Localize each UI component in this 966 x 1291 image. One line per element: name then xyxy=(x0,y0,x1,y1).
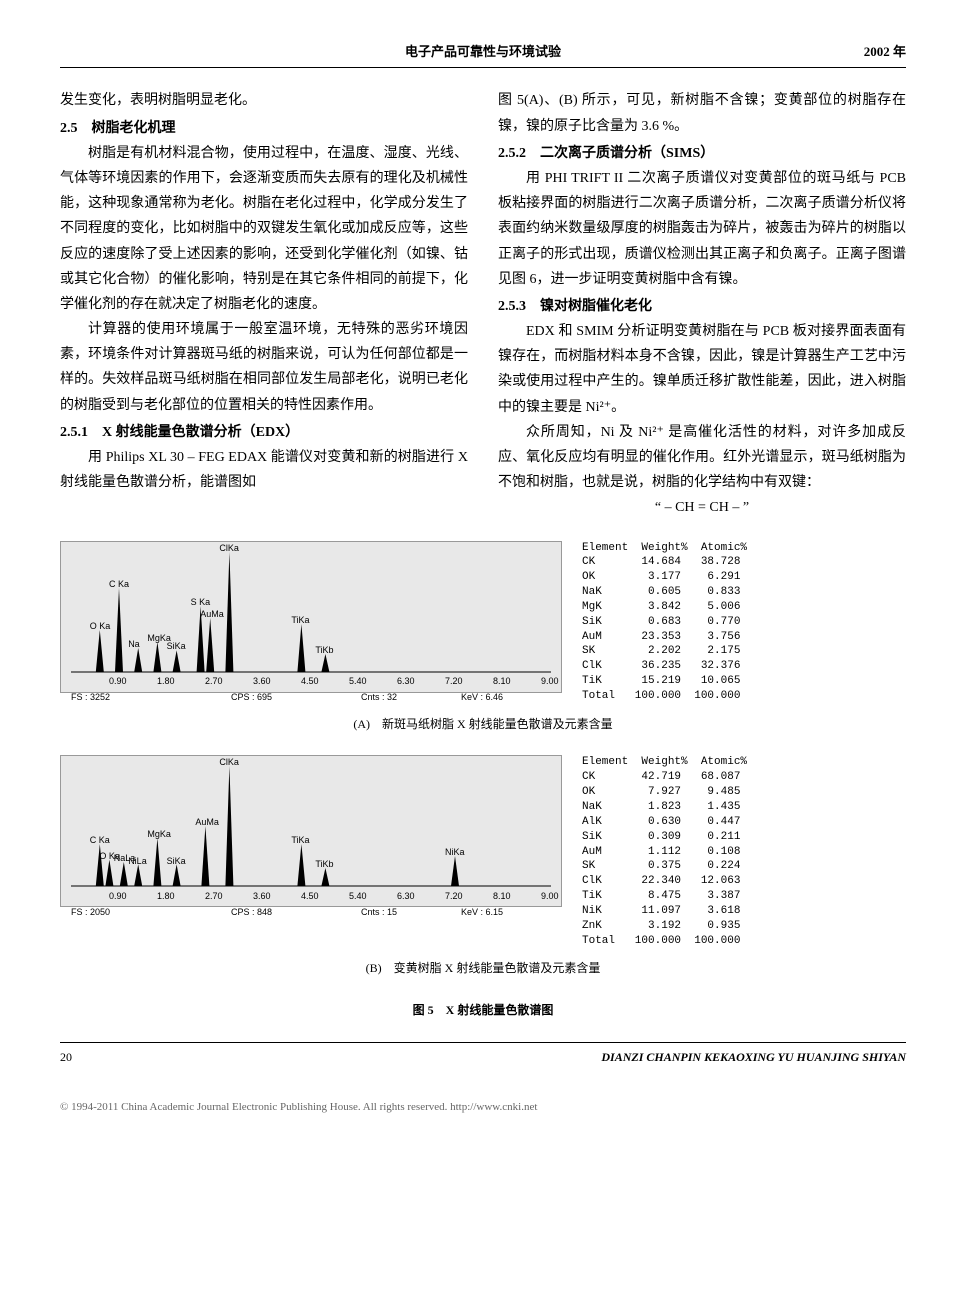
footer-pinyin: DIANZI CHANPIN KEKAOXING YU HUANJING SHI… xyxy=(601,1047,906,1069)
para: 用 Philips XL 30 – FEG EDAX 能谱仪对变黄和新的树脂进行… xyxy=(60,445,468,495)
section-2-5-3: 2.5.3 镍对树脂催化老化 xyxy=(498,294,906,319)
caption-b: (B) 变黄树脂 X 射线能量色散谱及元素含量 xyxy=(60,958,906,980)
left-column: 发生变化，表明树脂明显老化。 2.5 树脂老化机理 树脂是有机材料混合物，使用过… xyxy=(60,88,468,520)
year: 2002 年 xyxy=(561,40,906,63)
para: 众所周知，Ni 及 Ni²⁺ 是高催化活性的材料，对许多加成反应、氧化反应均有明… xyxy=(498,420,906,496)
spectrum-b-chart: C KaO KaNaLaNiLaMgKaSiKaAuMaClKaTiKaTiKb… xyxy=(60,755,562,907)
spectrum-a-chart: O KaC KaNaMgKaSiKaS KaAuMaClKaTiKaTiKb0.… xyxy=(60,541,562,693)
right-column: 图 5(A)、(B) 所示，可见，新树脂不含镍；变黄部位的树脂存在镍，镍的原子比… xyxy=(498,88,906,520)
page-footer: 20 DIANZI CHANPIN KEKAOXING YU HUANJING … xyxy=(60,1042,906,1069)
page-header: 电子产品可靠性与环境试验 2002 年 xyxy=(60,40,906,68)
formula: “ – CH = CH – ” xyxy=(498,495,906,520)
journal-title: 电子产品可靠性与环境试验 xyxy=(405,40,561,63)
para: 发生变化，表明树脂明显老化。 xyxy=(60,88,468,113)
figure-5-caption: 图 5 X 射线能量色散谱图 xyxy=(60,1000,906,1022)
text-columns: 发生变化，表明树脂明显老化。 2.5 树脂老化机理 树脂是有机材料混合物，使用过… xyxy=(60,88,906,520)
section-2-5-2: 2.5.2 二次离子质谱分析（SIMS） xyxy=(498,141,906,166)
para: 用 PHI TRIFT II 二次离子质谱仪对变黄部位的斑马纸与 PCB 板粘接… xyxy=(498,166,906,292)
caption-a: (A) 新斑马纸树脂 X 射线能量色散谱及元素含量 xyxy=(60,714,906,736)
para: 树脂是有机材料混合物，使用过程中，在温度、湿度、光线、气体等环境因素的作用下，会… xyxy=(60,141,468,317)
spectrum-b-row: C KaO KaNaLaNiLaMgKaSiKaAuMaClKaTiKaTiKb… xyxy=(60,755,906,948)
copyright: © 1994-2011 China Academic Journal Elect… xyxy=(60,1098,906,1118)
para: 图 5(A)、(B) 所示，可见，新树脂不含镍；变黄部位的树脂存在镍，镍的原子比… xyxy=(498,88,906,138)
element-table-b: Element Weight% Atomic% CK 42.719 68.087… xyxy=(582,755,747,948)
page-number: 20 xyxy=(60,1047,72,1069)
para: 计算器的使用环境属于一般室温环境，无特殊的恶劣环境因素，环境条件对计算器斑马纸的… xyxy=(60,317,468,418)
element-table-a: Element Weight% Atomic% CK 14.684 38.728… xyxy=(582,541,747,704)
para: EDX 和 SMIM 分析证明变黄树脂在与 PCB 板对接界面表面有镍存在，而树… xyxy=(498,319,906,420)
section-2-5-1: 2.5.1 X 射线能量色散谱分析（EDX） xyxy=(60,420,468,445)
figure-5: O KaC KaNaMgKaSiKaS KaAuMaClKaTiKaTiKb0.… xyxy=(60,541,906,1022)
section-2-5: 2.5 树脂老化机理 xyxy=(60,116,468,141)
spectrum-a-row: O KaC KaNaMgKaSiKaS KaAuMaClKaTiKaTiKb0.… xyxy=(60,541,906,704)
